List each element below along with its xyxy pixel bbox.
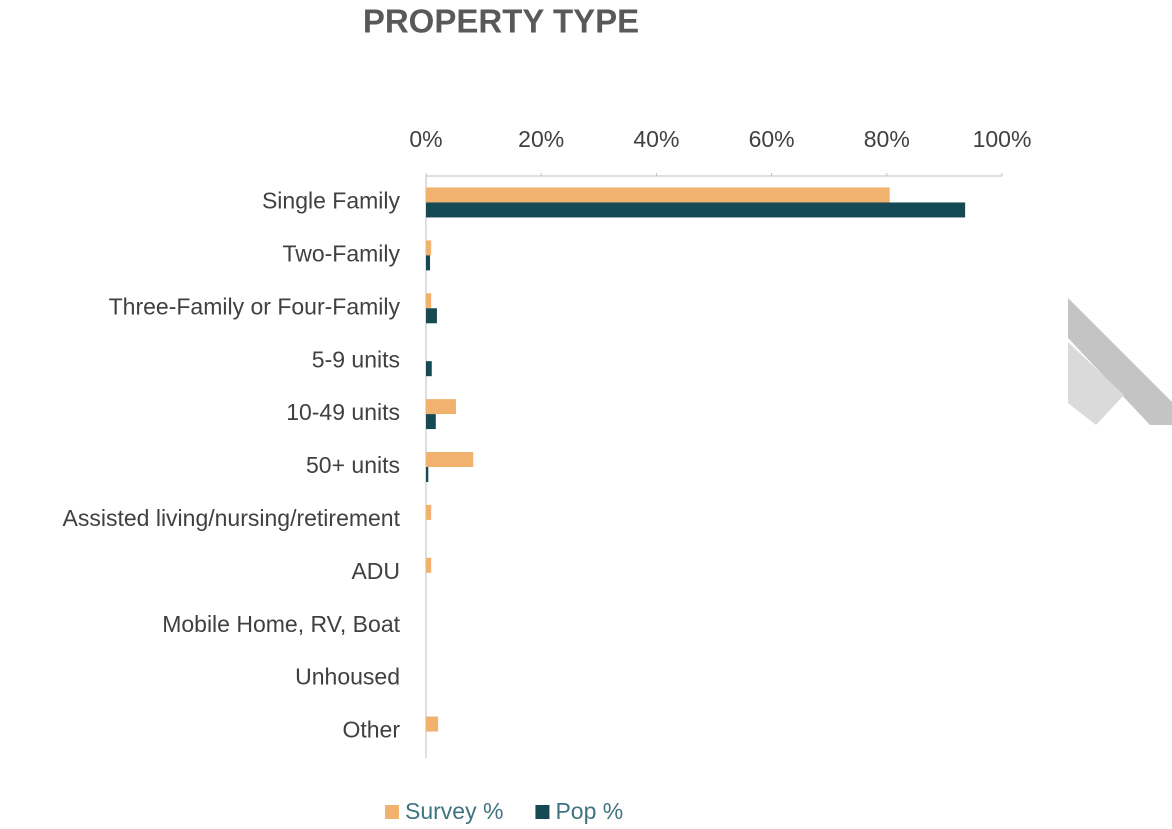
legend-label: Survey %	[405, 798, 503, 824]
legend-swatch	[535, 805, 550, 819]
x-tick-label: 20%	[518, 126, 564, 152]
legend-label: Pop %	[555, 798, 623, 824]
bar	[426, 557, 432, 573]
y-tick-label: ADU	[351, 558, 400, 584]
bar	[426, 504, 432, 520]
x-tick-label: 0%	[409, 126, 442, 152]
bar	[426, 240, 432, 256]
x-tick-label: 40%	[633, 126, 679, 152]
bar	[426, 255, 431, 271]
bar	[426, 187, 890, 203]
y-tick-label: Unhoused	[295, 664, 400, 690]
y-tick-label: 5-9 units	[312, 346, 400, 372]
bar	[426, 414, 436, 430]
x-tick-label: 100%	[973, 126, 1032, 152]
y-tick-label: Single Family	[262, 188, 401, 214]
bar	[426, 467, 429, 482]
y-tick-label: 50+ units	[306, 452, 400, 478]
y-tick-label: Three-Family or Four-Family	[109, 293, 401, 319]
bar	[426, 399, 456, 415]
y-tick-label: Two-Family	[282, 240, 400, 266]
x-tick-label: 80%	[864, 126, 910, 152]
decoration	[1068, 342, 1124, 425]
chart-title: PROPERTY TYPE	[363, 3, 639, 40]
y-tick-label: Assisted living/nursing/retirement	[63, 505, 401, 531]
y-tick-label: Other	[342, 717, 400, 743]
bar	[426, 293, 432, 309]
x-tick-label: 60%	[749, 126, 795, 152]
y-tick-label: 10-49 units	[286, 399, 400, 425]
bar	[426, 361, 432, 377]
bar	[426, 716, 439, 732]
bar	[426, 202, 966, 218]
decoration	[1068, 298, 1172, 425]
bar	[426, 452, 474, 467]
y-tick-label: Mobile Home, RV, Boat	[162, 611, 400, 637]
bar	[426, 308, 437, 324]
legend-swatch	[385, 805, 399, 819]
